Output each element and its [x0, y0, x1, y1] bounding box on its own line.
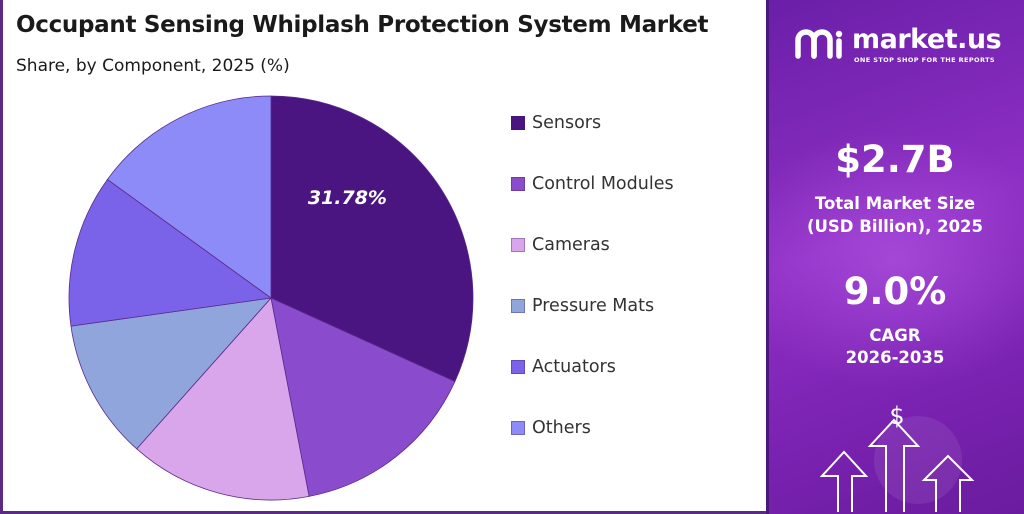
brand-name: market.us — [852, 24, 1002, 55]
pie-chart: 31.78% — [68, 95, 474, 501]
legend-item-pressure-mats: Pressure Mats — [511, 293, 654, 319]
legend-swatch — [511, 177, 525, 191]
pie-slice-others — [106, 95, 272, 299]
market-size-unit-label: (USD Billion), 2025 — [806, 217, 984, 236]
pie-data-label: 31.78% — [308, 187, 387, 209]
legend-swatch — [511, 360, 525, 374]
panel-divider — [766, 0, 769, 514]
legend-swatch — [511, 299, 525, 313]
growth-arrows-icon: $ — [819, 402, 975, 512]
market-size-value: $2.7B — [835, 138, 955, 181]
background-glow — [766, 130, 1024, 390]
chart-subtitle: Share, by Component, 2025 (%) — [16, 56, 290, 76]
legend-item-control-modules: Control Modules — [511, 171, 674, 197]
legend-label: Actuators — [532, 357, 616, 377]
cagr-period-label: 2026-2035 — [845, 348, 945, 367]
brand-tagline: ONE STOP SHOP FOR THE REPORTS — [854, 56, 995, 64]
legend-swatch — [511, 116, 525, 130]
legend-item-others: Others — [511, 415, 591, 441]
legend-item-sensors: Sensors — [511, 110, 601, 136]
dollar-symbol: $ — [889, 402, 904, 430]
legend-item-actuators: Actuators — [511, 354, 616, 380]
pie-slice-actuators — [68, 178, 273, 327]
legend-label: Pressure Mats — [532, 296, 655, 316]
cagr-label: CAGR — [869, 326, 921, 345]
chart-panel: Occupant Sensing Whiplash Protection Sys… — [0, 0, 766, 514]
legend-label: Others — [532, 418, 591, 438]
legend-swatch — [511, 238, 525, 252]
pie-slice-cameras — [136, 297, 310, 501]
summary-panel: market.us ONE STOP SHOP FOR THE REPORTS … — [766, 0, 1024, 514]
brand-logo: market.us ONE STOP SHOP FOR THE REPORTS — [794, 24, 1014, 74]
market-us-logo-icon — [795, 29, 843, 59]
legend-label: Control Modules — [532, 174, 674, 194]
chart-title: Occupant Sensing Whiplash Protection Sys… — [16, 12, 709, 38]
pie-slice-sensors — [270, 95, 474, 383]
cagr-value: 9.0% — [843, 270, 947, 313]
pie-slice-control-modules — [270, 297, 456, 497]
legend-swatch — [511, 421, 525, 435]
market-size-label: Total Market Size — [814, 194, 976, 213]
legend-label: Sensors — [532, 113, 602, 133]
pie-slice-pressure-mats — [70, 297, 273, 450]
legend-label: Cameras — [532, 235, 610, 255]
legend-item-cameras: Cameras — [511, 232, 610, 258]
